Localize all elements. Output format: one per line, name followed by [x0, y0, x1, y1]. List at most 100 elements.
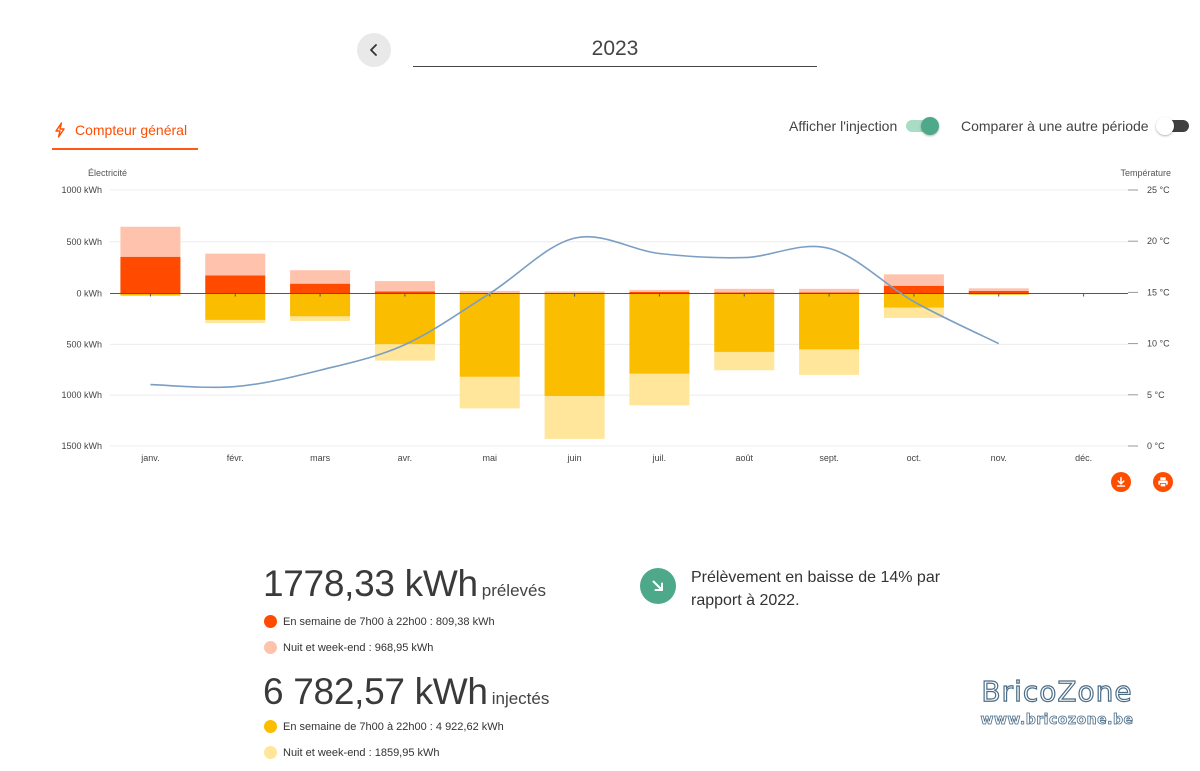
bar-night_consumption	[120, 226, 181, 257]
left-axis-title: Électricité	[88, 168, 127, 178]
bar-weekday_consumption	[374, 291, 435, 294]
category-label: déc.	[1075, 453, 1092, 463]
bar-weekday_consumption	[714, 292, 775, 294]
consumption-night-text: Nuit et week-end : 968,95 kWh	[283, 641, 434, 654]
injection-total-value: 6 782,57 kWh	[263, 671, 488, 712]
right-axis-title: Température	[1120, 168, 1171, 178]
bar-night_consumption	[205, 253, 266, 276]
night-injection-dot	[264, 746, 277, 759]
bar-weekday_consumption	[629, 291, 690, 294]
bar-weekday_consumption	[968, 290, 1029, 294]
bar-night_consumption	[459, 290, 520, 293]
watermark-title: BricoZone	[981, 674, 1133, 708]
left-tick-label: 0 kWh	[76, 289, 102, 299]
injection-suffix: injectés	[491, 689, 550, 708]
bar-night_consumption	[629, 289, 690, 292]
year-selector[interactable]: 2023	[413, 34, 817, 67]
bar-weekday_injection	[374, 293, 435, 345]
category-label: févr.	[227, 453, 244, 463]
injection-toggle[interactable]	[906, 117, 940, 135]
bar-night_injection	[883, 307, 944, 318]
bar-weekday_consumption	[290, 283, 351, 294]
bar-weekday_injection	[290, 293, 351, 317]
night-consumption-dot	[264, 641, 277, 654]
bar-weekday_injection	[714, 293, 775, 352]
bar-weekday_injection	[459, 293, 520, 377]
printer-icon	[1158, 477, 1168, 488]
right-tick-label: 20 °C	[1147, 236, 1170, 246]
bar-weekday_consumption	[205, 275, 266, 294]
trend-notice: Prélèvement en baisse de 14% par rapport…	[640, 566, 991, 612]
download-button[interactable]	[1111, 472, 1131, 492]
year-navigation: 2023	[0, 0, 1200, 80]
injection-night-text: Nuit et week-end : 1859,95 kWh	[283, 746, 440, 759]
bar-night_consumption	[374, 281, 435, 292]
category-label: janv.	[140, 453, 159, 463]
category-label: avr.	[398, 453, 413, 463]
previous-year-button[interactable]	[357, 33, 391, 67]
bar-night_consumption	[883, 274, 944, 286]
right-tick-label: 15 °C	[1147, 287, 1170, 297]
category-label: juil.	[652, 453, 667, 463]
bar-night_injection	[544, 396, 605, 439]
left-tick-label: 1000 kWh	[61, 390, 102, 400]
bar-weekday_injection	[205, 293, 266, 320]
legend-injection-night: Nuit et week-end : 1859,95 kWh	[264, 746, 440, 759]
weekday-consumption-dot	[264, 615, 277, 628]
bar-weekday_injection	[799, 293, 860, 350]
bar-night_injection	[799, 349, 860, 375]
right-tick-label: 5 °C	[1147, 390, 1165, 400]
right-tick-label: 10 °C	[1147, 339, 1170, 349]
legend-consumption-night: Nuit et week-end : 968,95 kWh	[264, 641, 433, 654]
lightning-icon	[54, 122, 66, 138]
bar-night_injection	[374, 344, 435, 361]
bar-night_injection	[205, 319, 266, 323]
consumption-weekday-text: En semaine de 7h00 à 22h00 : 809,38 kWh	[283, 615, 495, 628]
watermark: BricoZone www.bricozone.be	[962, 674, 1152, 729]
compare-toggle-group: Comparer à une autre période	[961, 117, 1189, 135]
category-label: mai	[482, 453, 497, 463]
consumption-total: 1778,33 kWh prélevés	[263, 563, 546, 605]
injection-toggle-group: Afficher l'injection	[789, 117, 940, 135]
category-label: sept.	[819, 453, 839, 463]
left-tick-label: 500 kWh	[66, 339, 102, 349]
legend-injection-weekday: En semaine de 7h00 à 22h00 : 4 922,62 kW…	[264, 720, 504, 733]
tab-compteur-general[interactable]: Compteur général	[52, 112, 198, 150]
bar-weekday_injection	[883, 293, 944, 308]
bar-weekday_consumption	[883, 285, 944, 294]
temperature-line	[150, 236, 1000, 389]
tab-label: Compteur général	[75, 122, 188, 138]
print-button[interactable]	[1153, 472, 1173, 492]
bar-night_consumption	[714, 288, 775, 293]
compare-toggle-label: Comparer à une autre période	[961, 118, 1149, 134]
bar-weekday_injection	[544, 293, 605, 397]
category-label: oct.	[907, 453, 922, 463]
bar-night_consumption	[544, 291, 605, 293]
right-tick-label: 0 °C	[1147, 441, 1165, 451]
right-tick-label: 25 °C	[1147, 185, 1170, 195]
bar-night_injection	[459, 376, 520, 409]
bar-night_injection	[290, 316, 351, 321]
category-label: juin	[567, 453, 582, 463]
watermark-url: www.bricozone.be	[980, 712, 1134, 729]
legend-consumption-weekday: En semaine de 7h00 à 22h00 : 809,38 kWh	[264, 615, 495, 628]
category-label: août	[735, 453, 753, 463]
consumption-suffix: prélevés	[481, 581, 546, 600]
consumption-total-value: 1778,33 kWh	[263, 563, 478, 604]
category-label: nov.	[991, 453, 1007, 463]
bar-weekday_consumption	[120, 256, 181, 294]
injection-toggle-label: Afficher l'injection	[789, 118, 898, 134]
injection-total: 6 782,57 kWh injectés	[263, 671, 549, 713]
trend-text: Prélèvement en baisse de 14% par rapport…	[691, 569, 941, 609]
left-tick-label: 1000 kWh	[61, 185, 102, 195]
energy-chart: Électricité Température 1000 kWh 500 kWh 0 k…	[61, 168, 1171, 463]
download-icon	[1116, 476, 1126, 487]
weekday-injection-dot	[264, 720, 277, 733]
bar-weekday_injection	[629, 293, 690, 374]
left-tick-label: 1500 kWh	[61, 441, 102, 451]
bar-night_injection	[629, 373, 690, 406]
category-label: mars	[310, 453, 330, 463]
bar-night_consumption	[799, 288, 860, 293]
arrow-down-right-icon	[640, 568, 676, 604]
compare-toggle[interactable]	[1155, 117, 1189, 135]
